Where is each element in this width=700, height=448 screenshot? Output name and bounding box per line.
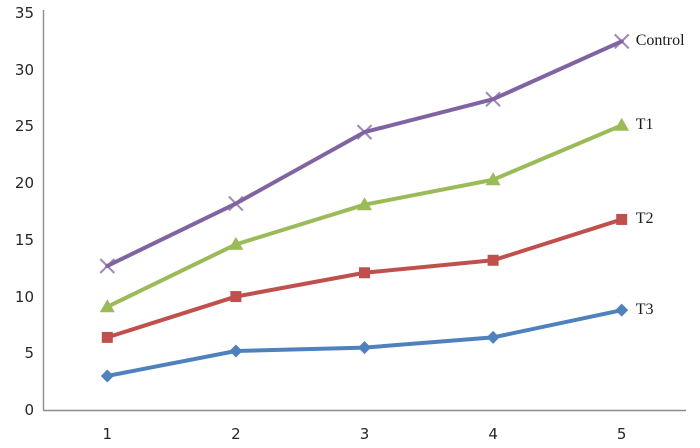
square-marker-t2 (101, 331, 113, 343)
triangle-marker-t1 (99, 299, 115, 313)
y-axis-tick-label: 25 (14, 117, 34, 136)
diamond-marker-t3 (229, 344, 243, 358)
diamond-marker-t3 (615, 303, 629, 317)
y-axis-tick-label: 0 (24, 401, 34, 419)
x-cross-marker-control (613, 33, 630, 50)
x-axis-tick-label: 3 (359, 425, 370, 443)
y-axis-tick-label: 5 (24, 344, 34, 363)
y-axis-tick-label: 35 (14, 4, 34, 22)
y-axis-tick-label: 10 (14, 287, 34, 306)
square-marker-t2 (230, 291, 242, 303)
triangle-marker-t1 (357, 197, 372, 211)
x-axis-tick-label: 2 (231, 425, 241, 443)
series-line-t2 (105, 217, 624, 340)
diamond-marker-t3 (100, 369, 114, 383)
x-cross-marker-control (356, 124, 373, 140)
square-marker-t2 (616, 213, 628, 225)
series-line-control (105, 39, 624, 268)
x-axis-tick-label: 5 (616, 425, 627, 443)
y-axis-tick-label: 30 (14, 60, 34, 79)
x-cross-marker-control (228, 195, 244, 212)
square-marker-t2 (487, 254, 499, 266)
y-axis-tick-label: 15 (14, 230, 34, 249)
x-axis-tick-label: 1 (102, 425, 113, 443)
series-label-t2: T2 (635, 210, 654, 228)
x-axis-tick-label: 4 (488, 425, 498, 443)
triangle-marker-t1 (485, 172, 501, 186)
series-label-control: Control (635, 32, 685, 50)
triangle-marker-t1 (614, 117, 630, 131)
square-marker-t2 (359, 267, 370, 279)
diamond-marker-t3 (486, 330, 500, 344)
x-cross-marker-control (99, 258, 116, 274)
triangle-marker-t1 (228, 236, 244, 250)
diamond-marker-t3 (358, 341, 371, 355)
series-label-t3: T3 (635, 301, 654, 319)
y-axis-tick-label: 20 (14, 174, 34, 193)
x-cross-marker-control (485, 91, 501, 107)
series-label-t1: T1 (635, 116, 654, 134)
series-line-t1 (105, 123, 624, 309)
